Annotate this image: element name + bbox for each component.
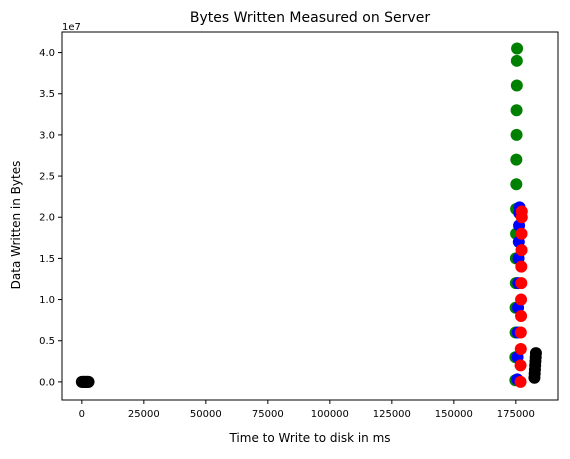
y-tick-label: 3.5 bbox=[39, 89, 55, 100]
data-point bbox=[514, 375, 527, 388]
y-tick-label: 1.5 bbox=[39, 254, 55, 265]
y-tick-label: 0.0 bbox=[39, 377, 55, 388]
chart-title: Bytes Written Measured on Server bbox=[190, 10, 430, 26]
data-point bbox=[515, 227, 528, 240]
y-tick-label: 2.5 bbox=[39, 172, 55, 183]
series-black-high bbox=[528, 347, 542, 384]
y-tick-label: 0.5 bbox=[39, 336, 55, 347]
y-tick-label: 4.0 bbox=[39, 48, 55, 59]
x-tick-label: 75000 bbox=[252, 409, 284, 420]
data-point bbox=[515, 310, 528, 323]
data-point bbox=[510, 153, 523, 166]
data-point bbox=[515, 260, 528, 273]
x-tick-label: 50000 bbox=[190, 409, 222, 420]
y-ticks: 0.0 0.5 1.0 1.5 2.0 2.5 3.0 3.5 4.0 bbox=[39, 48, 62, 388]
y-tick-label: 2.0 bbox=[39, 213, 55, 224]
series-black-low bbox=[75, 375, 95, 388]
data-point bbox=[82, 375, 95, 388]
data-point bbox=[511, 42, 524, 55]
x-axis-label: Time to Write to disk in ms bbox=[228, 431, 390, 445]
x-tick-label: 175000 bbox=[497, 409, 535, 420]
x-tick-label: 125000 bbox=[373, 409, 411, 420]
x-tick-label: 100000 bbox=[311, 409, 349, 420]
data-point bbox=[515, 277, 528, 290]
y-offset-label: 1e7 bbox=[62, 22, 81, 33]
x-ticks: 0 25000 50000 75000 100000 125000 150000 175000 bbox=[79, 400, 535, 420]
data-point bbox=[515, 244, 528, 257]
y-axis-label: Data Written in Bytes bbox=[9, 161, 23, 290]
x-tick-label: 25000 bbox=[128, 409, 160, 420]
data-point bbox=[515, 293, 528, 306]
y-tick-label: 1.0 bbox=[39, 295, 55, 306]
data-points bbox=[75, 42, 542, 388]
data-point bbox=[514, 359, 527, 372]
y-tick-label: 3.0 bbox=[39, 130, 55, 141]
data-point bbox=[529, 347, 542, 360]
data-point bbox=[510, 178, 523, 191]
data-point bbox=[510, 104, 523, 117]
x-tick-label: 0 bbox=[79, 409, 85, 420]
data-point bbox=[510, 79, 523, 92]
data-point bbox=[510, 54, 523, 67]
data-point bbox=[514, 342, 527, 355]
x-tick-label: 150000 bbox=[435, 409, 473, 420]
data-point bbox=[515, 205, 528, 218]
data-point bbox=[514, 326, 527, 339]
plot-frame bbox=[61, 31, 559, 401]
data-point bbox=[510, 128, 523, 141]
series-red bbox=[514, 205, 528, 388]
